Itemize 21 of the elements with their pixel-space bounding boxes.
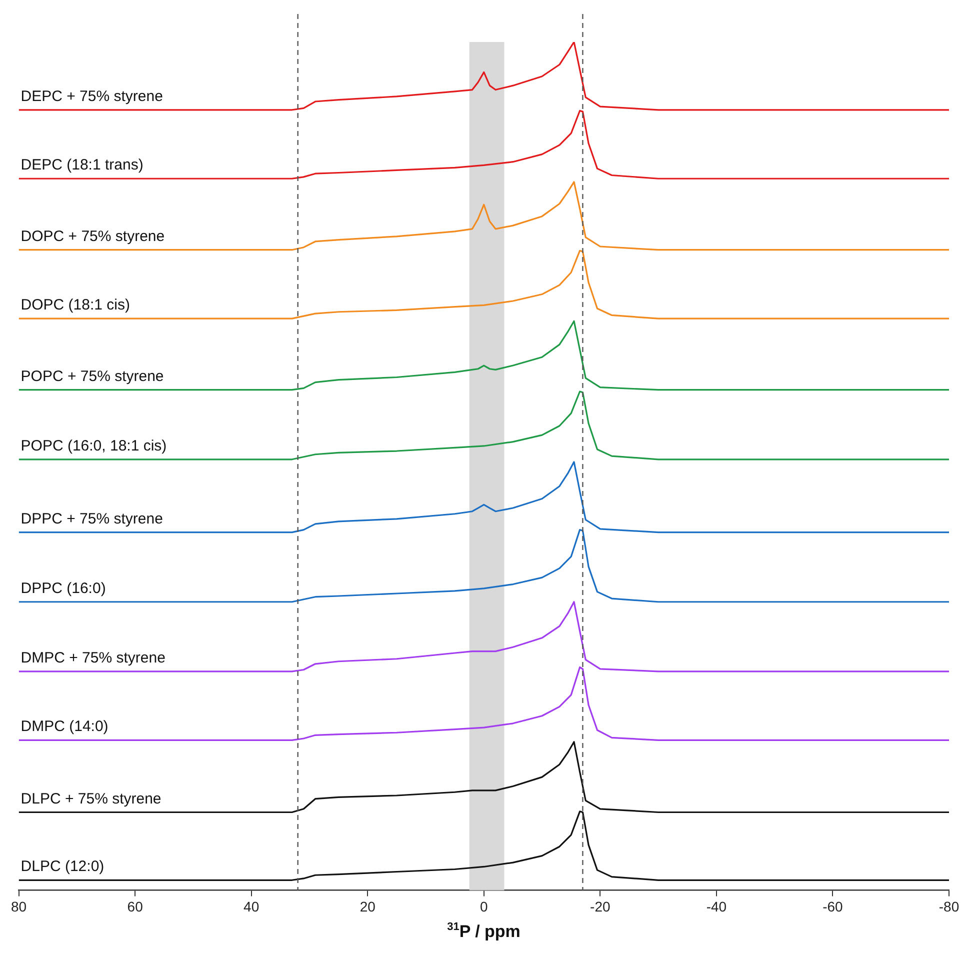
series-label: DOPC + 75% styrene: [20, 228, 165, 245]
x-tick-label: 0: [480, 898, 488, 914]
x-tick-label: 80: [10, 898, 27, 914]
x-tick-label: 40: [244, 898, 260, 914]
series-label: DPPC + 75% styrene: [20, 510, 163, 528]
x-tick-label: -80: [938, 898, 960, 914]
x-tick-label: 20: [360, 898, 376, 914]
series-label: POPC (16:0, 18:1 cis): [20, 437, 167, 454]
series-label: DLPC + 75% styrene: [20, 790, 162, 808]
x-tick-label: -60: [822, 898, 844, 914]
x-tick-label: -40: [706, 898, 727, 914]
series-label: POPC + 75% styrene: [20, 368, 164, 385]
series-label: DLPC (12:0): [20, 858, 104, 876]
series-label: DMPC (14:0): [20, 718, 108, 736]
series-label: DOPC (18:1 cis): [20, 296, 130, 314]
series-label: DEPC (18:1 trans): [20, 156, 144, 174]
series-label: DMPC + 75% styrene: [20, 649, 166, 666]
x-tick-label: -20: [590, 898, 610, 914]
series-label: DEPC + 75% styrene: [20, 88, 163, 105]
x-tick-label: 60: [127, 898, 144, 914]
series-label: DPPC (16:0): [20, 580, 106, 597]
